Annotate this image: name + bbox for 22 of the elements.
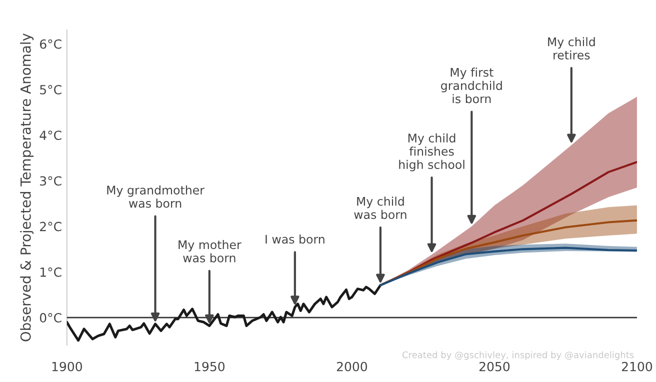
x-tick-label: 1900: [52, 362, 82, 372]
y-tick-label: 5°C: [40, 84, 62, 94]
annotation: My mother was born: [178, 240, 242, 262]
annotation: My child was born: [354, 196, 406, 220]
annotation: My grandmother was born: [107, 185, 204, 208]
x-tick-label: 2000: [336, 362, 368, 372]
y-tick-label: 3°C: [40, 176, 62, 186]
annotation: My first grandchild is born: [441, 68, 502, 104]
y-tick-label: 6°C: [40, 39, 62, 49]
annotation: I was born: [266, 234, 324, 244]
line-series: [66, 284, 382, 342]
annotation: My child retires: [548, 37, 595, 60]
y-tick-label: 0°C: [40, 313, 62, 322]
x-tick-label: 2100: [622, 362, 652, 372]
annotation: My child finishes high school: [399, 133, 464, 172]
y-axis-title: Observed & Projected Temperature Anomaly: [20, 33, 34, 342]
y-tick-label: 2°C: [40, 222, 62, 232]
y-tick-label: 4°C: [40, 130, 62, 140]
x-tick-label: 2050: [479, 362, 510, 372]
y-tick-label: 1°C: [40, 267, 62, 277]
x-tick-label: 1950: [194, 362, 225, 372]
line-series: [379, 219, 637, 286]
